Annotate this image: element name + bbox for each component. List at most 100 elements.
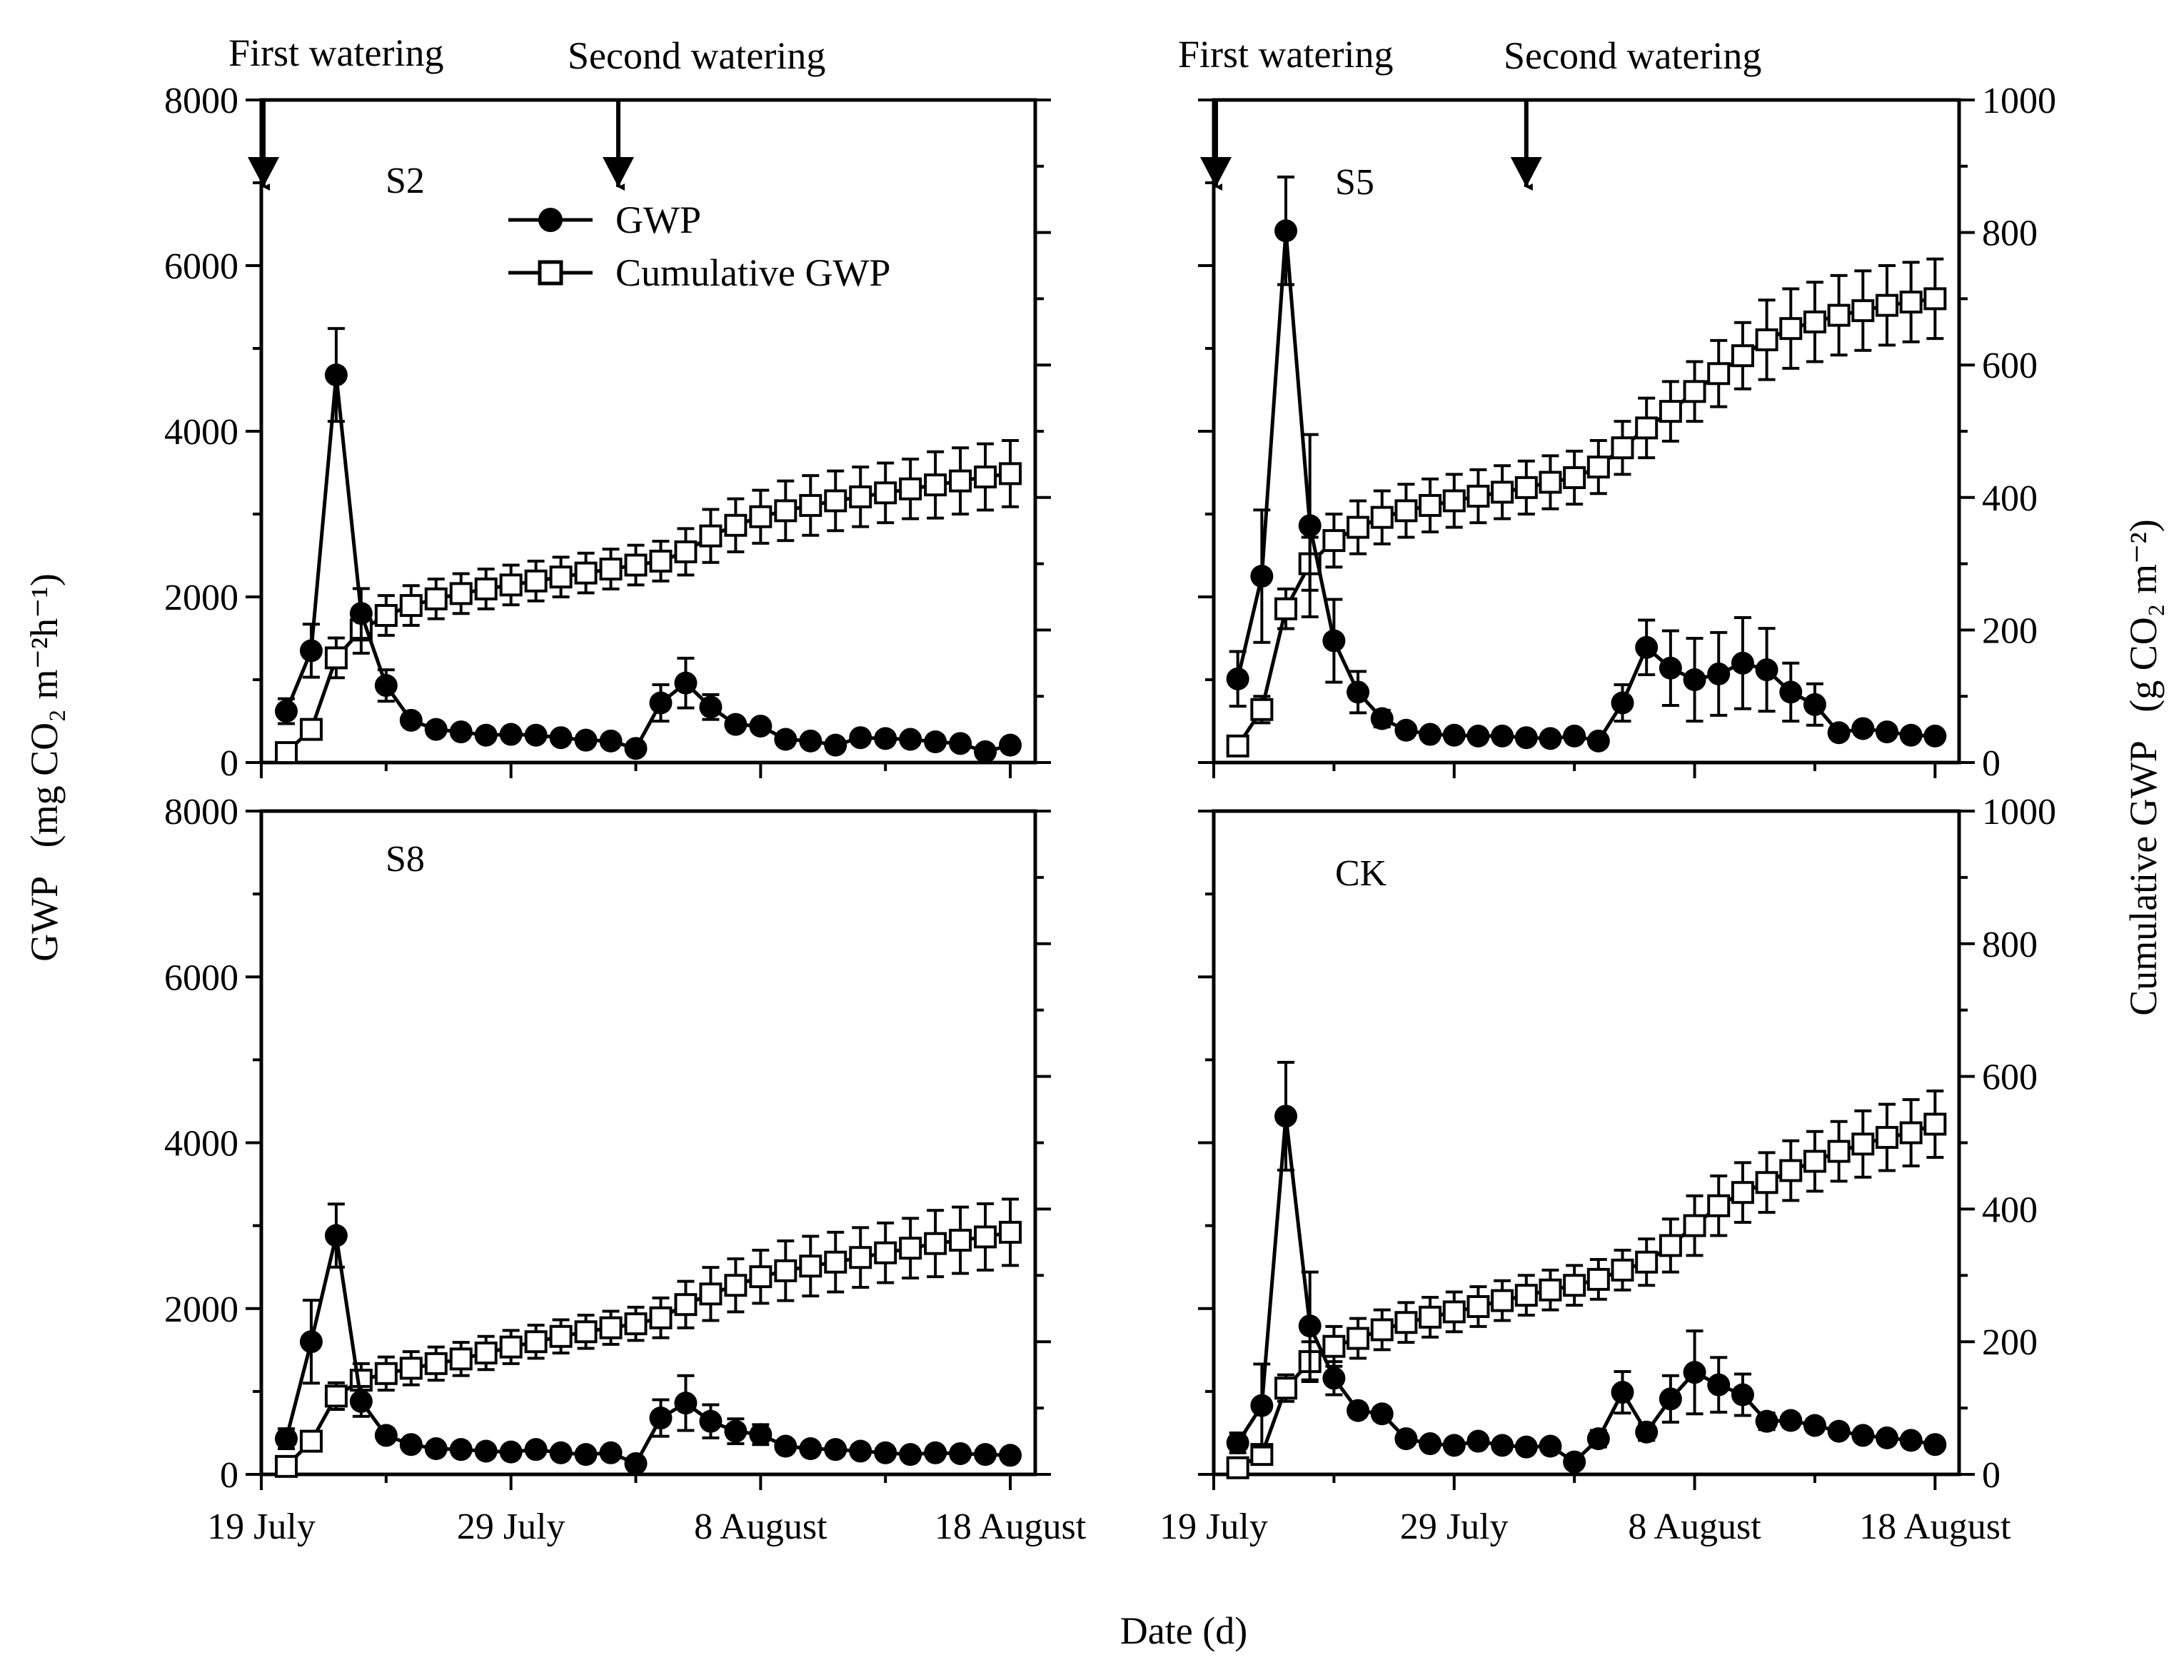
cumulative-point-s5 — [1611, 436, 1634, 460]
cumulative-point-s5 — [1394, 499, 1418, 523]
cumulative-point-ck — [1586, 1267, 1610, 1291]
cumulative-point-ck — [1226, 1456, 1249, 1479]
gwp-point-ck — [1731, 1383, 1754, 1407]
cumulative-point-s8 — [599, 1316, 623, 1339]
gwp-point-s2 — [724, 713, 748, 736]
gwp-point-s2 — [824, 733, 847, 757]
left-tick-label-s8: 0 — [220, 1455, 238, 1496]
gwp-point-s5 — [1370, 707, 1394, 730]
gwp-point-s8 — [599, 1441, 623, 1464]
gwp-point-s8 — [399, 1433, 423, 1457]
right-axis-title-unit: (g CO₂ m⁻²) — [2122, 519, 2165, 713]
left-axis-title-unit: (mg CO₂ m⁻²h⁻¹) — [23, 573, 66, 847]
panel-label-s2: S2 — [386, 161, 425, 201]
right-tick-label-s5: 800 — [1982, 213, 2038, 254]
cumulative-point-s2 — [874, 481, 897, 505]
watering-arrowhead-s5 — [1510, 157, 1542, 187]
right-tick-label-s5: 200 — [1982, 610, 2038, 651]
gwp-point-s2 — [649, 691, 673, 715]
gwp-point-ck — [1466, 1429, 1490, 1453]
gwp-point-s8 — [924, 1441, 947, 1464]
gwp-point-ck — [1298, 1314, 1322, 1338]
gwp-point-s5 — [1611, 691, 1634, 715]
cumulative-point-ck — [1923, 1112, 1947, 1136]
gwp-point-s2 — [549, 726, 573, 750]
legend-gwp-marker — [538, 208, 563, 232]
cumulative-point-s8 — [724, 1274, 748, 1297]
gwp-point-ck — [1491, 1434, 1514, 1457]
gwp-point-s2 — [999, 733, 1022, 757]
gwp-point-s8 — [949, 1442, 972, 1465]
gwp-point-s2 — [874, 727, 897, 750]
gwp-point-s8 — [649, 1407, 673, 1430]
cumulative-point-s2 — [999, 462, 1022, 486]
right-tick-label-ck: 200 — [1982, 1322, 2038, 1363]
cumulative-point-s8 — [274, 1454, 298, 1478]
cumulative-point-s2 — [399, 594, 423, 618]
gwp-point-s2 — [899, 728, 922, 751]
gwp-point-ck — [1442, 1434, 1466, 1457]
cumulative-point-ck — [1322, 1334, 1346, 1358]
gwp-point-s2 — [449, 720, 473, 744]
panel-label-ck: CK — [1335, 853, 1387, 894]
gwp-point-ck — [1659, 1387, 1682, 1411]
gwp-point-ck — [1322, 1367, 1346, 1390]
x-tick-label-s8: 29 July — [457, 1507, 565, 1547]
legend-cumulative-marker — [538, 260, 563, 286]
right-axis-title: Cumulative GWP (g CO₂ m⁻²) — [2122, 519, 2165, 1015]
gwp-point-ck — [1586, 1427, 1610, 1451]
gwp-point-s8 — [849, 1439, 872, 1463]
x-tick-label-ck: 19 July — [1159, 1507, 1268, 1547]
cumulative-point-ck — [1683, 1214, 1706, 1237]
cumulative-point-s8 — [824, 1250, 847, 1274]
cumulative-line-ck — [1237, 1122, 1936, 1469]
gwp-point-s5 — [1514, 726, 1538, 750]
gwp-point-ck — [1563, 1450, 1586, 1474]
gwp-point-s2 — [574, 728, 598, 752]
cumulative-point-s5 — [1779, 317, 1803, 341]
gwp-point-s5 — [1803, 693, 1826, 716]
cumulative-point-s5 — [1226, 734, 1249, 758]
cumulative-point-s8 — [324, 1384, 348, 1408]
second-watering-label-left: Second watering — [568, 34, 825, 77]
gwp-point-s2 — [774, 728, 797, 751]
cumulative-point-s8 — [699, 1282, 723, 1306]
cumulative-point-ck — [1514, 1284, 1538, 1307]
cumulative-point-s8 — [474, 1341, 498, 1364]
gwp-point-s2 — [324, 363, 348, 387]
gwp-point-s8 — [474, 1439, 498, 1463]
gwp-point-ck — [1419, 1432, 1442, 1456]
gwp-point-s5 — [1779, 680, 1803, 704]
cumulative-point-s2 — [949, 469, 972, 493]
cumulative-point-s8 — [774, 1259, 797, 1282]
cumulative-point-s2 — [849, 485, 872, 508]
gwp-point-ck — [1226, 1431, 1249, 1454]
cumulative-point-s5 — [1803, 310, 1826, 333]
right-tick-label-ck: 800 — [1982, 925, 2038, 965]
gwp-point-s8 — [499, 1440, 523, 1464]
cumulative-line-s5 — [1236, 296, 1936, 748]
cumulative-point-s5 — [1635, 416, 1659, 440]
cumulative-point-ck — [1803, 1150, 1826, 1173]
gwp-point-s5 — [1394, 718, 1418, 742]
gwp-point-s5 — [1250, 565, 1274, 588]
gwp-point-s8 — [324, 1224, 348, 1247]
x-tick-label-ck: 18 August — [1859, 1507, 2011, 1547]
gwp-point-s5 — [1419, 723, 1442, 746]
cumulative-point-ck — [1466, 1294, 1490, 1318]
cumulative-point-s2 — [749, 505, 773, 528]
cumulative-point-ck — [1731, 1181, 1754, 1204]
right-tick-label-s5: 400 — [1982, 478, 2038, 519]
gwp-point-s5 — [1875, 720, 1898, 744]
gwp-point-ck — [1635, 1420, 1659, 1444]
x-tick-label-ck: 8 August — [1628, 1507, 1761, 1547]
cumulative-point-s8 — [299, 1429, 323, 1453]
cumulative-point-s2 — [724, 513, 748, 537]
cumulative-point-s8 — [549, 1324, 573, 1348]
gwp-point-s5 — [1707, 662, 1731, 685]
cumulative-point-s2 — [599, 558, 623, 581]
cumulative-point-s5 — [1539, 471, 1562, 494]
cumulative-point-s5 — [1442, 489, 1466, 513]
gwp-point-s2 — [299, 639, 323, 663]
